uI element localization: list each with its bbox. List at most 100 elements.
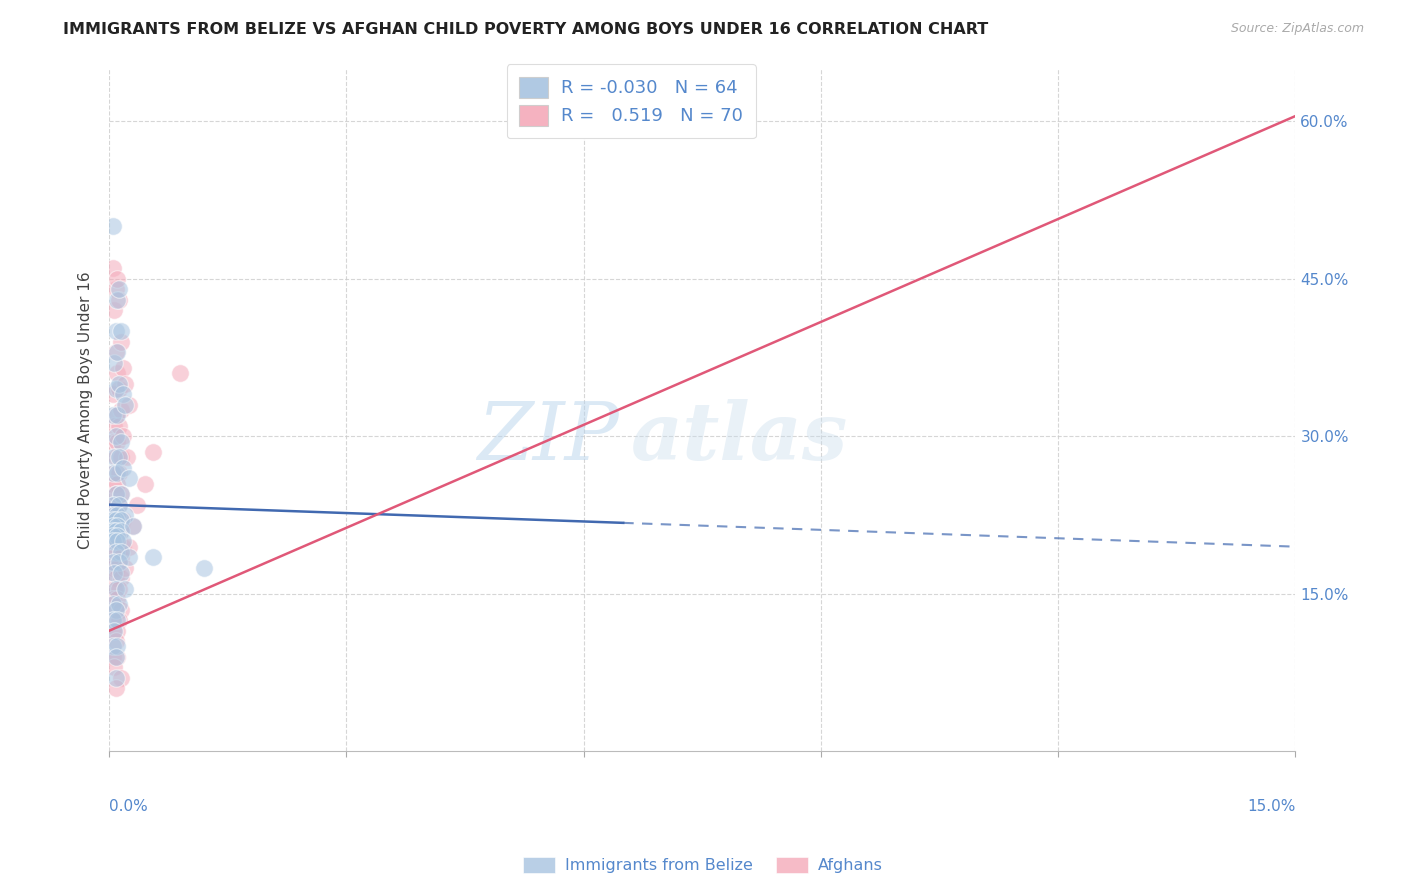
Point — [105, 367, 128, 381]
Point — [103, 303, 125, 318]
Point — [103, 466, 125, 480]
Point — [105, 409, 128, 423]
Point — [105, 272, 128, 286]
Point — [114, 560, 136, 574]
Point — [105, 613, 128, 627]
Point — [105, 534, 128, 549]
Point — [107, 582, 129, 596]
Point — [107, 466, 129, 480]
Point — [105, 476, 128, 491]
Point — [103, 624, 125, 638]
Point — [104, 603, 127, 617]
Legend: Immigrants from Belize, Afghans: Immigrants from Belize, Afghans — [517, 850, 889, 880]
Point — [105, 624, 128, 638]
Point — [107, 498, 129, 512]
Point — [110, 487, 132, 501]
Point — [103, 524, 125, 538]
Point — [104, 524, 127, 538]
Point — [110, 513, 132, 527]
Point — [103, 598, 125, 612]
Point — [104, 324, 127, 338]
Point — [107, 382, 129, 396]
Point — [103, 518, 125, 533]
Point — [114, 508, 136, 523]
Point — [115, 450, 138, 465]
Point — [110, 545, 132, 559]
Text: ZIP: ZIP — [478, 399, 619, 476]
Point — [103, 582, 125, 596]
Point — [103, 418, 125, 433]
Point — [110, 524, 132, 538]
Point — [103, 613, 125, 627]
Point — [103, 466, 125, 480]
Point — [107, 613, 129, 627]
Point — [104, 513, 127, 527]
Text: atlas: atlas — [631, 399, 849, 476]
Point — [142, 445, 165, 459]
Point — [110, 403, 132, 417]
Point — [125, 498, 148, 512]
Point — [110, 566, 132, 580]
Point — [103, 592, 125, 607]
Point — [103, 529, 125, 543]
Point — [110, 518, 132, 533]
Point — [169, 367, 191, 381]
Point — [110, 671, 132, 685]
Point — [107, 498, 129, 512]
Point — [112, 534, 135, 549]
Point — [110, 334, 132, 349]
Point — [122, 518, 145, 533]
Point — [103, 660, 125, 674]
Point — [103, 550, 125, 565]
Point — [110, 487, 132, 501]
Point — [107, 282, 129, 296]
Point — [118, 471, 141, 485]
Point — [107, 418, 129, 433]
Text: IMMIGRANTS FROM BELIZE VS AFGHAN CHILD POVERTY AMONG BOYS UNDER 16 CORRELATION C: IMMIGRANTS FROM BELIZE VS AFGHAN CHILD P… — [63, 22, 988, 37]
Point — [112, 387, 135, 401]
Point — [104, 545, 127, 559]
Point — [105, 518, 128, 533]
Point — [110, 434, 132, 449]
Point — [112, 513, 135, 527]
Point — [104, 382, 127, 396]
Point — [103, 529, 125, 543]
Point — [134, 476, 156, 491]
Point — [103, 476, 125, 491]
Point — [112, 361, 135, 376]
Point — [103, 219, 125, 234]
Point — [103, 434, 125, 449]
Point — [110, 550, 132, 565]
Point — [104, 582, 127, 596]
Point — [107, 376, 129, 391]
Point — [105, 560, 128, 574]
Point — [193, 560, 215, 574]
Point — [107, 450, 129, 465]
Text: 15.0%: 15.0% — [1247, 799, 1295, 814]
Point — [103, 613, 125, 627]
Point — [104, 282, 127, 296]
Point — [107, 529, 129, 543]
Y-axis label: Child Poverty Among Boys Under 16: Child Poverty Among Boys Under 16 — [79, 271, 93, 549]
Point — [103, 560, 125, 574]
Point — [110, 603, 132, 617]
Point — [104, 487, 127, 501]
Point — [118, 550, 141, 565]
Point — [114, 376, 136, 391]
Point — [103, 624, 125, 638]
Point — [118, 398, 141, 412]
Point — [104, 487, 127, 501]
Point — [103, 409, 125, 423]
Text: 0.0%: 0.0% — [110, 799, 148, 814]
Point — [112, 540, 135, 554]
Point — [107, 293, 129, 307]
Point — [103, 498, 125, 512]
Point — [118, 540, 141, 554]
Point — [104, 540, 127, 554]
Text: Source: ZipAtlas.com: Source: ZipAtlas.com — [1230, 22, 1364, 36]
Point — [105, 434, 128, 449]
Point — [103, 261, 125, 276]
Point — [142, 550, 165, 565]
Point — [103, 566, 125, 580]
Point — [110, 324, 132, 338]
